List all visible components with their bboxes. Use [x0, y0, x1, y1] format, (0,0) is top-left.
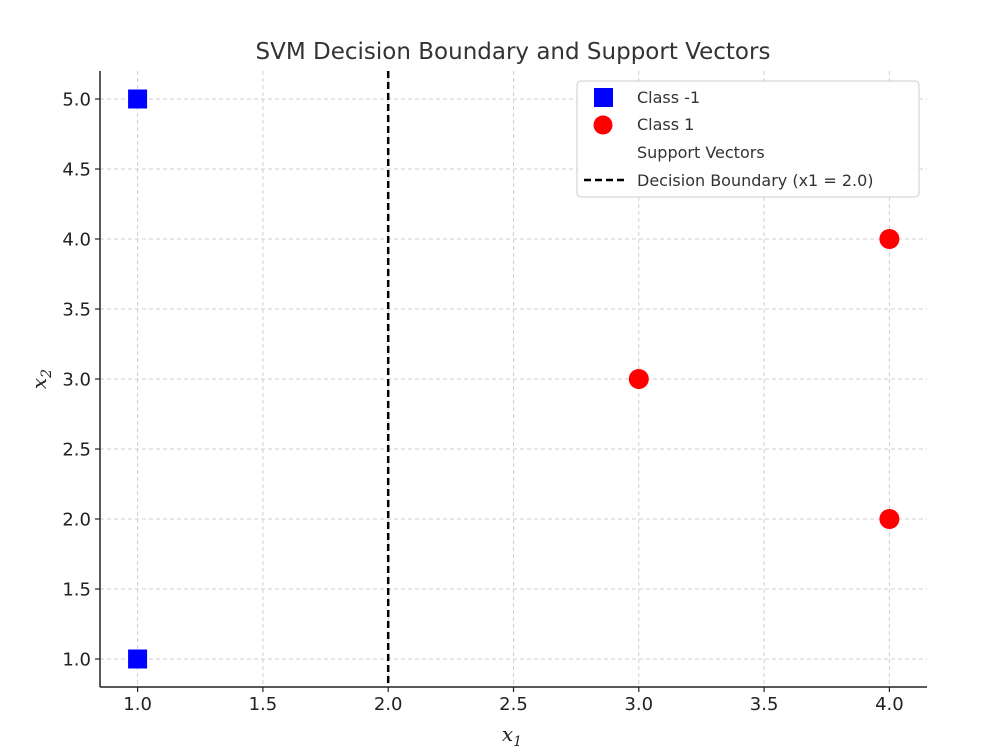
- y-tick-label: 2.5: [62, 440, 91, 461]
- y-tick-label: 4.0: [62, 230, 91, 251]
- legend-marker-class-neg1: [594, 88, 613, 107]
- x-tick-label: 1.5: [249, 694, 278, 715]
- x-axis-label: x1: [502, 722, 522, 750]
- legend-label-support-vectors: Support Vectors: [637, 143, 765, 162]
- legend: Class -1 Class 1 Support Vectors Decisio…: [576, 80, 920, 198]
- y-tick-label: 5.0: [62, 90, 91, 111]
- legend-frame: [576, 80, 920, 198]
- legend-marker-class-1: [593, 115, 613, 135]
- x-tick-label: 1.0: [123, 694, 152, 715]
- point-class-1: [628, 369, 649, 389]
- x-tick-label: 4.0: [875, 694, 904, 715]
- point-class-neg1: [128, 89, 148, 109]
- x-tick-label: 2.0: [374, 694, 403, 715]
- point-class-neg1: [128, 649, 148, 669]
- legend-label-class-1: Class 1: [637, 115, 694, 134]
- legend-label-class-neg1: Class -1: [637, 88, 700, 107]
- x-tick-label: 3.0: [624, 694, 653, 715]
- y-tick-label: 4.5: [62, 160, 91, 181]
- legend-label-decision-boundary: Decision Boundary (x1 = 2.0): [637, 171, 874, 190]
- y-tick-label: 2.0: [62, 510, 91, 531]
- y-tick-label: 1.5: [62, 580, 91, 601]
- ticks: 1.0 1.5 2.0 2.5 3.0 3.5 4.0 1.0 1.5 2.0 2.5 3.0 3.5 4…: [62, 90, 903, 716]
- y-tick-label: 3.5: [62, 300, 91, 321]
- point-class-1: [879, 509, 900, 529]
- y-tick-label: 1.0: [62, 650, 91, 671]
- x-tick-label: 2.5: [499, 694, 528, 715]
- y-tick-label: 3.0: [62, 370, 91, 391]
- chart-title: SVM Decision Boundary and Support Vector…: [256, 39, 771, 65]
- point-class-1: [879, 229, 900, 249]
- y-axis-label: x2: [27, 369, 55, 389]
- x-tick-label: 3.5: [750, 694, 779, 715]
- points-layer: [128, 89, 900, 669]
